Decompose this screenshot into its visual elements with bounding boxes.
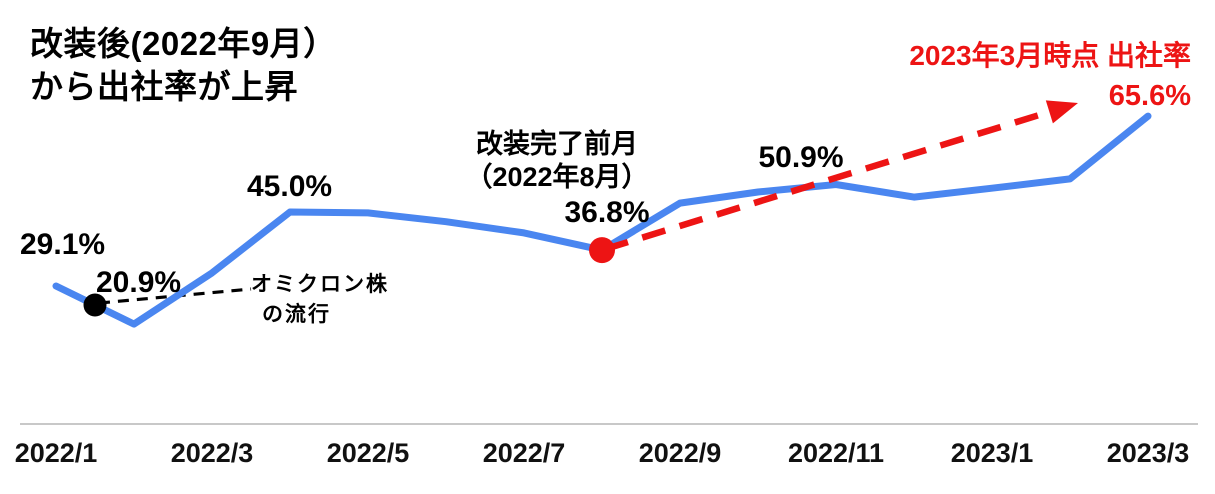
trend-arrow-head (1045, 100, 1078, 124)
x-tick-2023-3: 2023/3 (1106, 438, 1190, 468)
data-label-2022-1: 29.1% (20, 228, 106, 261)
highlight-note-value: 65.6% (1108, 80, 1191, 112)
trend-arrow-line (604, 108, 1050, 253)
highlight-note-text: 2023年3月時点 出社率 (909, 40, 1191, 71)
pre-renovation-line2: （2022年8月） (465, 162, 649, 192)
x-tick-2022-7: 2022/7 (482, 438, 566, 468)
data-label-2022-2: 20.9% (96, 266, 182, 299)
x-tick-2022-3: 2022/3 (170, 438, 254, 468)
x-tick-2022-11: 2022/11 (787, 438, 885, 468)
omicron-annotation: オミクロン株 の流行 (251, 270, 389, 330)
pre-renovation-line1: 改装完了前月 (476, 129, 638, 159)
x-tick-2023-1: 2023/1 (950, 438, 1034, 468)
x-tick-2022-5: 2022/5 (326, 438, 410, 468)
x-axis: 2022/1 2022/3 2022/5 2022/7 2022/9 2022/… (0, 438, 1215, 478)
pre-renovation-annotation: 改装完了前月 （2022年8月） (465, 128, 648, 194)
omicron-point-marker (83, 293, 107, 317)
renovation-point-marker (589, 237, 615, 264)
chart-title-line2: から出社率が上昇 (30, 68, 298, 105)
omicron-line1: オミクロン株 (251, 273, 389, 296)
chart-title-line1: 改装後(2022年9月） (30, 25, 337, 62)
data-label-2022-4: 45.0% (247, 170, 333, 203)
omicron-line2: の流行 (262, 303, 331, 326)
chart-title: 改装後(2022年9月） から出社率が上昇 (30, 22, 337, 108)
data-label-2022-11: 50.9% (758, 141, 844, 174)
data-label-2022-8: 36.8% (564, 196, 650, 229)
x-tick-2022-9: 2022/9 (638, 438, 722, 468)
highlight-note: 2023年3月時点 出社率 65.6% (909, 36, 1191, 116)
x-tick-2022-1: 2022/1 (14, 438, 98, 468)
